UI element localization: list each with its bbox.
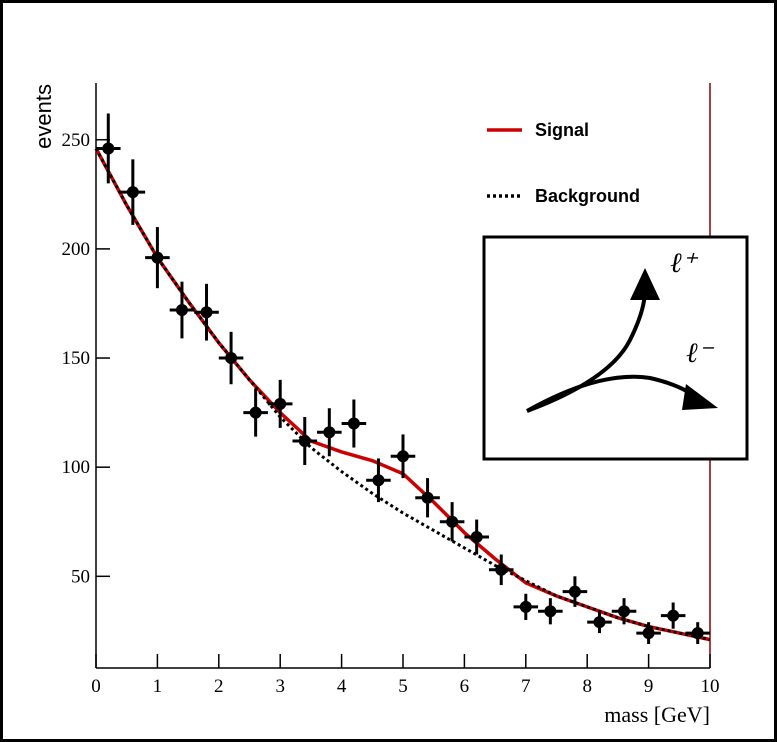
x-tick-label: 5 xyxy=(398,676,408,697)
data-point xyxy=(593,616,606,629)
data-point xyxy=(200,306,213,319)
data-point xyxy=(519,600,532,613)
data-point xyxy=(421,491,434,504)
y-axis-title: events xyxy=(31,84,56,149)
data-point xyxy=(495,563,508,576)
data-point xyxy=(470,531,483,544)
inset-label: ℓ⁻ xyxy=(686,338,715,369)
data-point xyxy=(568,585,581,598)
y-tick-label: 50 xyxy=(71,566,90,587)
inset-diagram: ℓ⁺ ℓ⁻ xyxy=(482,235,749,461)
data-point xyxy=(151,251,164,264)
data-point xyxy=(446,515,459,528)
y-tick-label: 250 xyxy=(62,130,91,151)
data-point xyxy=(372,474,385,487)
data-point xyxy=(323,426,336,439)
arrow-lepton-plus xyxy=(526,289,647,413)
x-tick-label: 0 xyxy=(91,676,101,697)
data-point xyxy=(691,627,704,640)
x-tick-label: 9 xyxy=(644,676,654,697)
data-point xyxy=(667,609,680,622)
inset-label: ℓ⁺ xyxy=(670,248,699,279)
y-tick-label: 200 xyxy=(62,239,91,260)
y-tick-label: 150 xyxy=(62,348,91,369)
x-tick-label: 7 xyxy=(521,676,531,697)
data-point xyxy=(618,605,631,618)
y-tick-label: 100 xyxy=(62,457,91,478)
legend-label: Signal xyxy=(535,120,589,140)
curve xyxy=(94,147,711,642)
data-point xyxy=(298,434,311,447)
x-tick-label: 4 xyxy=(337,676,347,697)
arrow-lepton-minus xyxy=(526,374,696,413)
x-tick-label: 2 xyxy=(214,676,224,697)
x-tick-label: 1 xyxy=(153,676,163,697)
data-point xyxy=(544,605,557,618)
data-point xyxy=(642,627,655,640)
x-tick-label: 10 xyxy=(701,676,720,697)
arrowhead xyxy=(630,268,660,300)
inset-box xyxy=(482,235,749,461)
x-tick-label: 3 xyxy=(275,676,285,697)
x-tick-label: 8 xyxy=(582,676,592,697)
data-point xyxy=(102,142,115,155)
data-point xyxy=(347,417,360,430)
data-point xyxy=(225,352,238,365)
data-point xyxy=(249,406,262,419)
data-point xyxy=(175,304,188,317)
data-point xyxy=(274,397,287,410)
arrowhead xyxy=(682,384,718,410)
x-axis-title: mass [GeV] xyxy=(604,702,710,727)
x-tick-label: 6 xyxy=(460,676,470,697)
data-point xyxy=(126,186,139,199)
plot-area: 0 1 2 3 4 5 6 7 8 9 10 50 100 150 200 250 Signal Backgrou… xyxy=(62,83,720,697)
data-point xyxy=(397,450,409,463)
legend-label: Background xyxy=(535,186,640,206)
